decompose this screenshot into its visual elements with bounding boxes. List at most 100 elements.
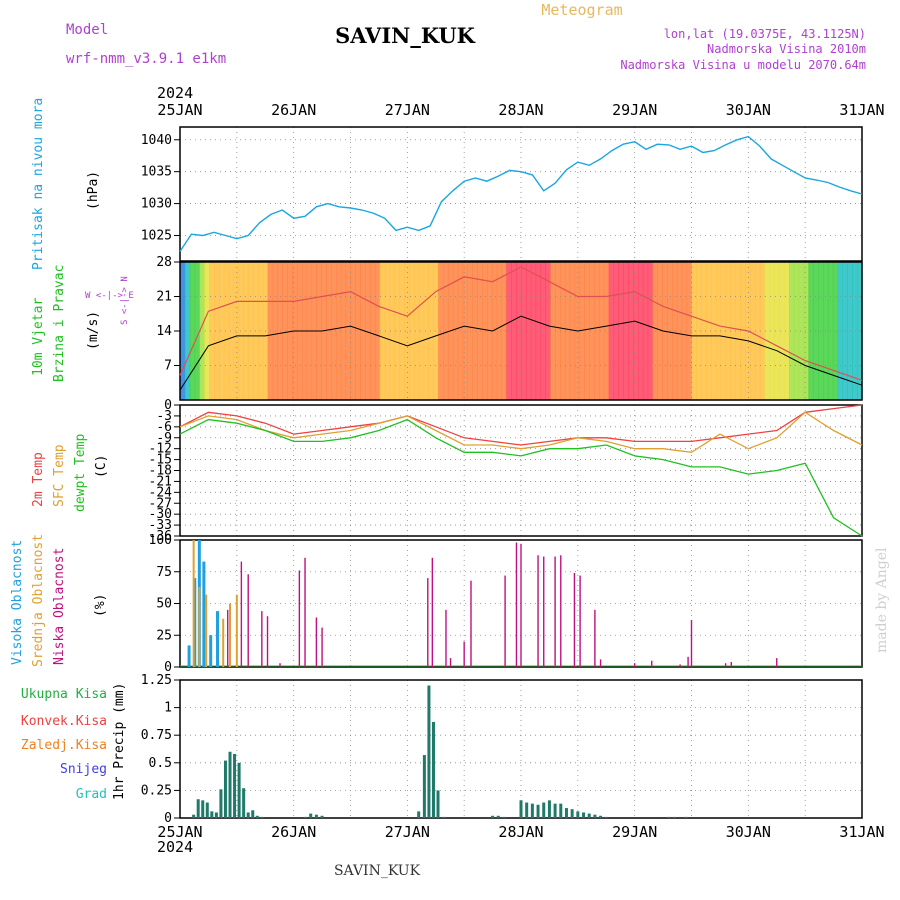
precip-total-bar — [496, 815, 500, 818]
cloud-unit: (%) — [93, 594, 108, 617]
precip-total-bar — [214, 812, 218, 818]
precip-total-bar — [219, 789, 223, 818]
model-name: wrf-nmm_v3.9.1 e1km — [66, 51, 226, 67]
wind-color-column — [433, 262, 439, 400]
precip-total-bar — [223, 760, 227, 818]
wind-color-column — [384, 262, 391, 400]
cloud-low-bar — [321, 627, 323, 667]
precip-total-bar — [422, 755, 426, 818]
wind-color-column — [769, 262, 775, 400]
precip-legend-snow: Snijeg — [60, 762, 107, 777]
wind-color-column — [676, 262, 683, 400]
cloud-low-bar — [554, 556, 556, 667]
precip-legend-hail: Grad — [76, 787, 107, 802]
wind-color-column — [199, 262, 205, 400]
cloud-low-bar — [298, 570, 301, 667]
cloud-low-bar — [427, 578, 429, 667]
wind-color-column — [394, 262, 400, 400]
cloud-low-bar — [543, 556, 545, 667]
precip-total-bar — [672, 816, 676, 818]
wind-color-column — [516, 262, 522, 400]
precip-total-bar — [559, 803, 563, 818]
x-tick-label-bottom: 31JAN — [839, 823, 884, 841]
wind-color-column — [764, 262, 771, 400]
wind-color-column — [525, 262, 532, 400]
precip-legend-total: Ukupna Kisa — [21, 687, 107, 702]
cloud-low-bar — [651, 660, 653, 667]
temp-label-1: 2m Temp — [31, 452, 46, 507]
wind-color-column — [803, 262, 810, 400]
wind-color-column — [613, 262, 620, 400]
wind-color-column — [706, 262, 712, 400]
cloud-low-bar — [690, 620, 693, 667]
wind-color-column — [408, 262, 415, 400]
wind-unit: (m/s) — [86, 311, 101, 350]
x-tick-label-bottom: 26JAN — [271, 823, 316, 841]
cloud-low-bar — [537, 555, 539, 667]
wind-color-column — [564, 262, 571, 400]
precip-total-bar — [320, 815, 324, 818]
y-tick-label: 25 — [156, 628, 172, 643]
year-bottom: 2024 — [157, 838, 193, 856]
cloud-label-mid: Srednja Oblacnost — [31, 534, 46, 667]
y-tick-label: -24 — [149, 485, 173, 500]
model-altitude-text: Nadmorska Visina u modelu 2070.64m — [620, 58, 866, 72]
y-tick-label: 1.25 — [141, 673, 172, 688]
cloud-low-bar — [594, 609, 596, 667]
wind-color-column — [530, 262, 537, 400]
wind-color-column — [482, 262, 488, 400]
wind-label-1: 10m Vjetar — [31, 298, 46, 376]
wind-color-column — [477, 262, 483, 400]
precip-legend-conv: Konvek.Kisa — [21, 714, 107, 729]
wind-color-column — [399, 262, 405, 400]
y-tick-label: 50 — [156, 597, 172, 612]
wind-color-column — [491, 262, 498, 400]
temp-unit: (C) — [94, 455, 109, 478]
cloud-low-bar — [279, 663, 281, 667]
cloud-mid-bar — [198, 586, 201, 667]
y-tick-label: 0 — [164, 811, 172, 826]
wind-color-column — [350, 262, 356, 400]
cloud-mid-bar — [222, 618, 225, 667]
y-tick-label: 0 — [164, 398, 172, 413]
precip-total-bar — [530, 803, 534, 818]
y-tick-label: 14 — [156, 324, 172, 339]
wind-color-column — [501, 262, 507, 400]
pressure-unit: (hPa) — [86, 171, 101, 210]
wind-color-column — [521, 262, 527, 400]
cloud-low-bar — [560, 555, 562, 667]
wind-color-column — [418, 262, 425, 400]
wind-color-column — [506, 262, 512, 400]
cloud-high-bar — [202, 561, 206, 667]
wind-color-column — [749, 262, 756, 400]
precip-total-bar — [303, 816, 307, 818]
wind-color-column — [559, 262, 566, 400]
y-tick-label: -3 — [156, 409, 172, 424]
precip-total-bar — [242, 788, 246, 818]
cloud-low-bar — [315, 617, 318, 667]
cloud-low-bar — [261, 611, 263, 667]
wind-color-column — [569, 262, 576, 400]
pressure-series-line — [179, 135, 863, 252]
wind-color-column — [701, 262, 707, 400]
wind-color-column — [759, 262, 766, 400]
wind-color-column — [243, 262, 249, 400]
precip-total-bar — [255, 815, 259, 818]
wind-color-column — [360, 262, 366, 400]
wind-color-column — [209, 262, 215, 400]
wind-color-column — [623, 262, 629, 400]
wind-color-column — [535, 262, 542, 400]
wind-color-column — [238, 262, 244, 400]
wind-color-column — [369, 262, 376, 400]
precip-total-bar — [431, 721, 435, 818]
cloud-low-bar — [449, 658, 452, 667]
station-title: SAVIN_KUK — [335, 23, 476, 48]
wind-color-column — [287, 262, 293, 400]
temp-dew-series-line — [179, 418, 863, 537]
wind-color-column — [779, 262, 785, 400]
wind-color-column — [423, 262, 430, 400]
cloud-mid-bar — [229, 603, 232, 667]
wind-color-column — [618, 262, 624, 400]
precip-total-bar — [309, 813, 313, 818]
